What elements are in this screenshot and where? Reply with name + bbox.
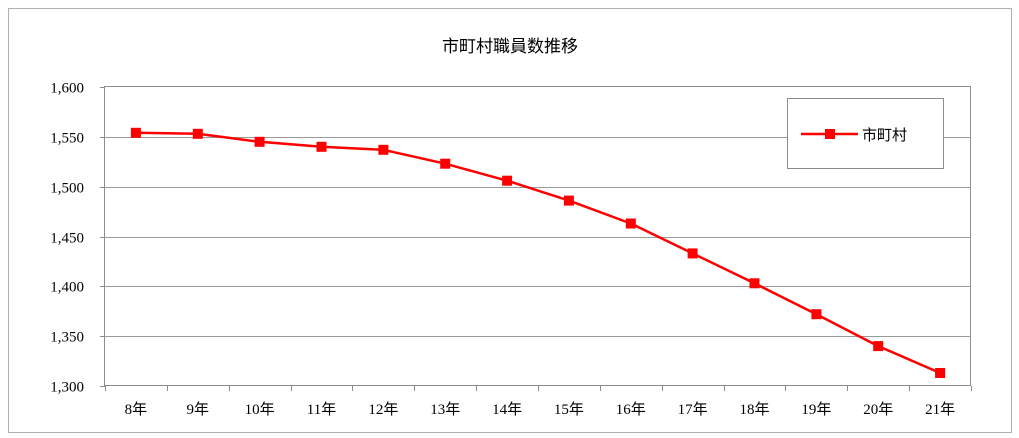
legend-marker-swatch [825, 129, 835, 139]
y-tick-label: 1,350 [50, 330, 84, 346]
y-tick-label: 1,300 [50, 380, 84, 396]
legend: 市町村 [787, 98, 944, 169]
x-tick-label: 13年 [430, 401, 460, 418]
data-point-marker [935, 368, 946, 378]
series-line [130, 127, 946, 378]
y-axis: 1,300 1,350 1,400 1,450 1,500 1,550 1,600 [50, 81, 105, 396]
data-point-marker [130, 127, 141, 138]
data-point-marker [440, 158, 451, 169]
data-point-marker [563, 195, 574, 206]
series-line-path [135, 131, 941, 375]
x-tick-label: 9年 [187, 401, 210, 418]
chart-frame [8, 8, 1012, 433]
x-axis: 8年 9年 10年 11年 12年 13年 14年 15年 16年 17年 18年 19年 20年 21年 [105, 386, 972, 418]
x-tick-label: 16年 [616, 401, 646, 418]
x-tick-label: 8年 [125, 401, 148, 418]
data-point-marker [749, 278, 760, 289]
data-point-marker [378, 144, 389, 155]
data-point-marker [687, 248, 698, 259]
x-tick-label: 19年 [801, 401, 831, 418]
data-point-marker [192, 128, 203, 139]
data-point-marker [254, 136, 265, 147]
y-tick-label: 1,400 [50, 280, 84, 296]
y-tick-label: 1,450 [50, 231, 84, 247]
x-tick-label: 18年 [739, 401, 769, 418]
x-tick-label: 12年 [368, 401, 398, 418]
chart-title: 市町村職員数推移 [442, 37, 578, 57]
data-point-marker [316, 141, 327, 152]
legend-label: 市町村 [862, 126, 907, 144]
plot-area [104, 86, 971, 386]
x-tick-label: 14年 [492, 401, 522, 418]
y-tick-label: 1,550 [50, 131, 84, 147]
x-tick-label: 20年 [863, 401, 893, 418]
y-tick-label: 1,600 [50, 81, 84, 97]
x-tick-label: 10年 [245, 401, 275, 418]
x-tick-label: 11年 [307, 401, 336, 418]
x-tick-label: 21年 [925, 401, 955, 418]
x-tick-label: 17年 [678, 401, 708, 418]
data-point-marker [873, 341, 884, 352]
x-tick-label: 15年 [554, 401, 584, 418]
data-point-marker [811, 309, 822, 320]
data-point-marker [502, 175, 513, 186]
y-tick-label: 1,500 [50, 181, 84, 197]
data-point-marker [625, 218, 636, 229]
